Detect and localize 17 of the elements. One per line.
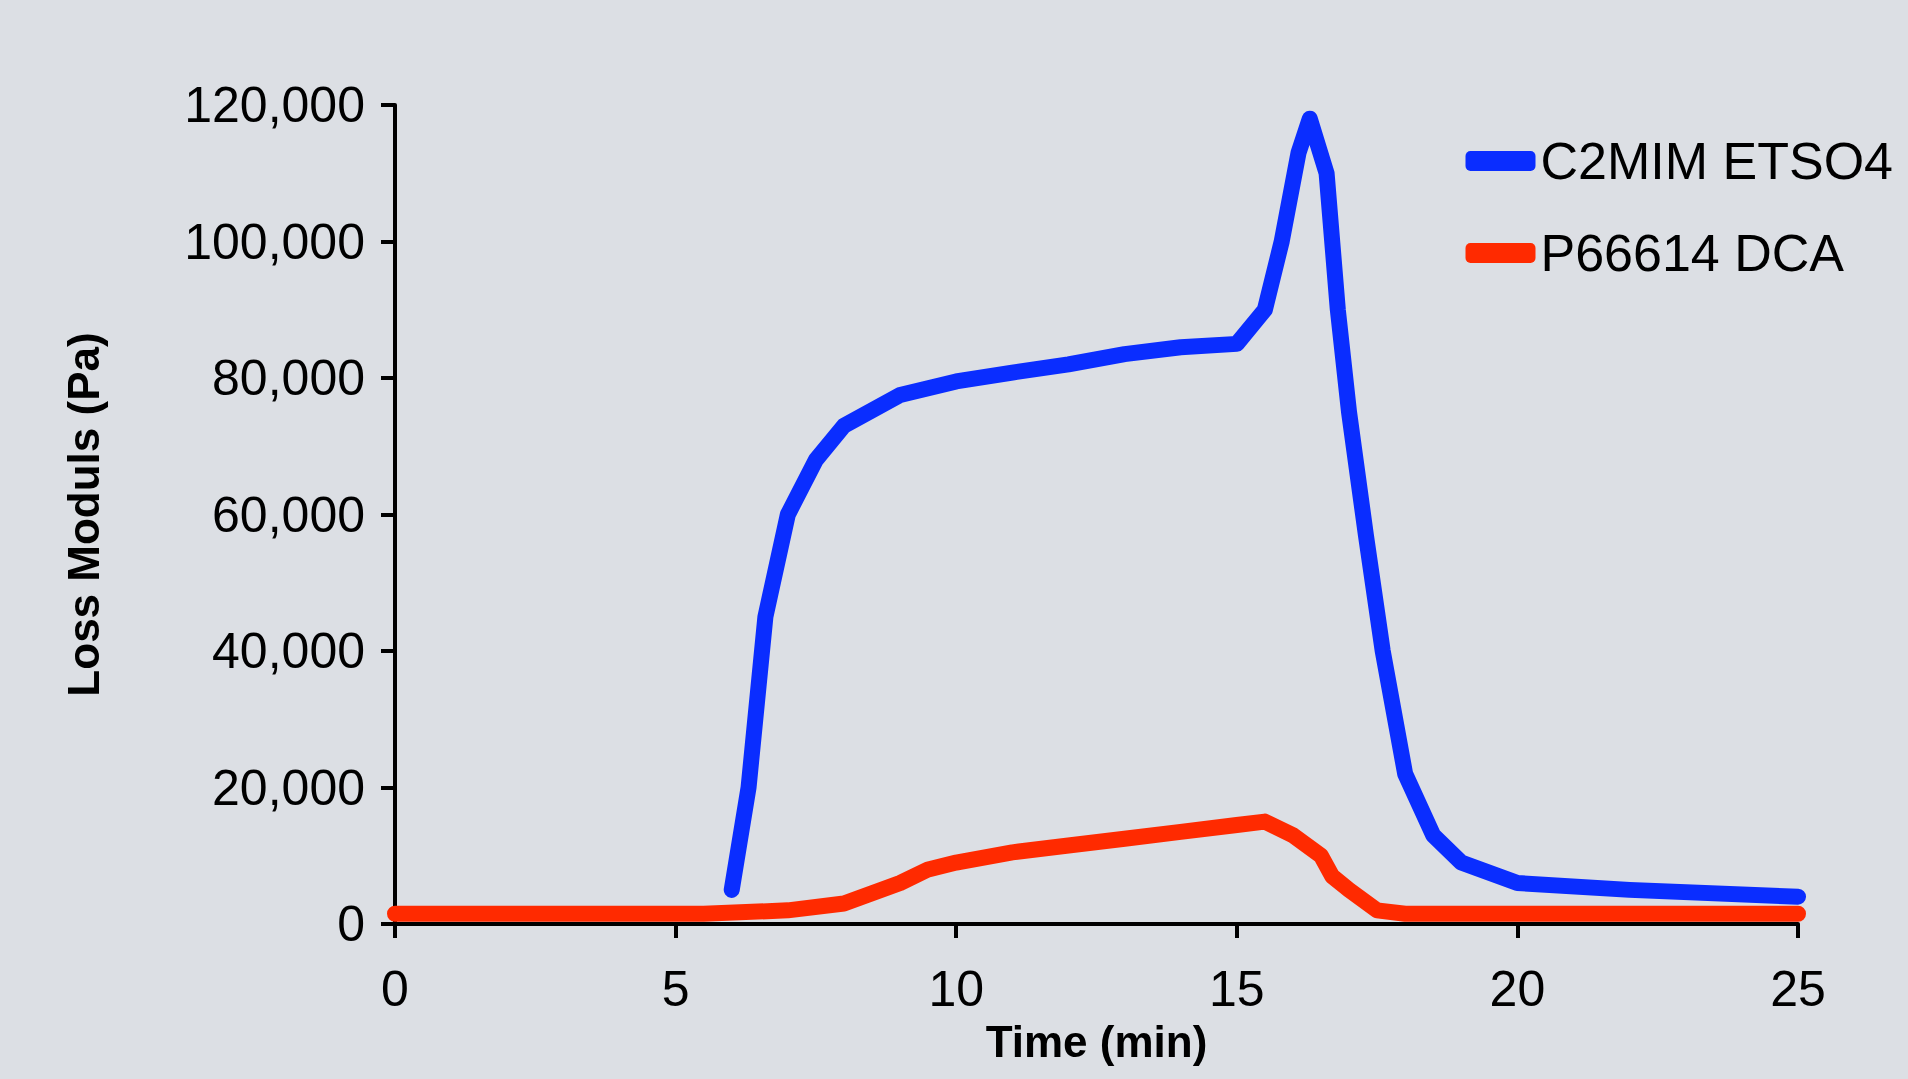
x-tick-label: 10 (928, 961, 985, 1017)
y-tick-label: 120,000 (184, 77, 365, 133)
x-tick-label: 20 (1489, 961, 1546, 1017)
x-tick-label: 15 (1208, 961, 1265, 1017)
y-tick-label: 40,000 (212, 623, 365, 679)
y-tick-label: 60,000 (212, 486, 365, 543)
y-axis-title: Loss Moduls (Pa) (58, 332, 108, 697)
y-tick-label: 80,000 (212, 350, 365, 406)
legend-label: C2MIM ETSO4 (1540, 132, 1893, 190)
x-tick-label: 25 (1770, 961, 1826, 1017)
x-tick-label: 0 (381, 961, 409, 1017)
y-tick-label: 20,000 (212, 759, 365, 816)
y-tick-label: 100,000 (184, 213, 365, 270)
legend-label: P66614 DCA (1540, 224, 1845, 282)
x-axis-title: Time (min) (985, 1016, 1208, 1066)
y-tick-label: 0 (337, 896, 365, 952)
x-tick-label: 5 (661, 961, 690, 1017)
